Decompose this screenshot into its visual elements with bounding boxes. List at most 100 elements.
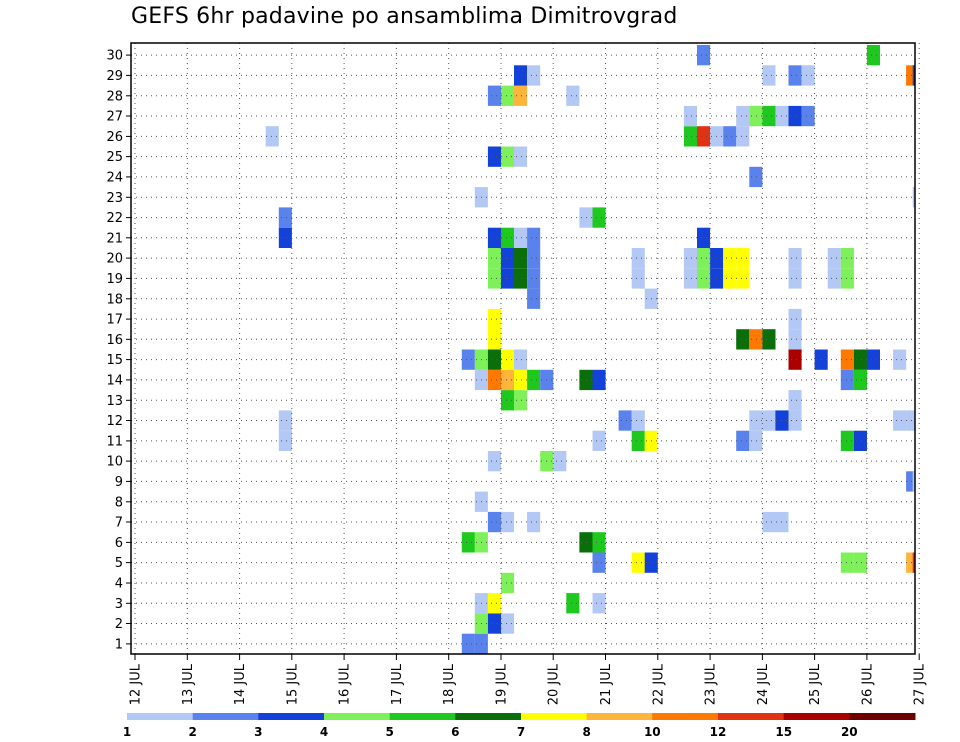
legend-label: 6 <box>451 725 459 739</box>
y-tick-label: 25 <box>106 150 123 165</box>
heatmap-cell <box>514 65 528 86</box>
heatmap-cell <box>840 268 854 289</box>
heatmap-cell <box>631 410 645 431</box>
heatmap-cell <box>501 349 515 370</box>
heatmap-cell <box>788 268 802 289</box>
y-tick-label: 20 <box>106 252 123 267</box>
legend-label: 3 <box>254 725 262 739</box>
heatmap-cell <box>461 633 475 654</box>
legend-swatch <box>849 713 916 720</box>
heatmap-cell <box>906 410 915 431</box>
heatmap-cells <box>265 45 915 654</box>
legend-swatch <box>586 713 653 720</box>
heatmap-cell <box>762 65 776 86</box>
x-tick-label: 16 JUL <box>338 663 353 705</box>
heatmap-cell <box>736 248 750 269</box>
x-tick-label: 25 JUL <box>808 663 823 705</box>
heatmap-cell <box>527 511 541 533</box>
heatmap-cell <box>487 613 501 634</box>
heatmap-cell <box>853 369 867 391</box>
x-axis-labels: 12 JUL 13 JUL 14 JUL 15 JUL 16 JUL 17 JUL 18 J… <box>129 663 928 705</box>
heatmap-cell <box>487 369 501 391</box>
legend-label: 15 <box>775 725 792 739</box>
heatmap-cell <box>592 532 606 553</box>
heatmap-cell <box>788 329 802 350</box>
heatmap-cell <box>788 390 802 411</box>
heatmap-cell <box>579 532 593 553</box>
legend-label: 4 <box>320 725 328 739</box>
heatmap-cell <box>487 349 501 370</box>
y-tick-label: 21 <box>106 231 123 246</box>
heatmap-cell <box>631 552 645 573</box>
heatmap-cell <box>487 146 501 167</box>
legend-label: 12 <box>710 725 727 739</box>
y-tick-label: 13 <box>106 394 123 409</box>
heatmap-cell <box>749 105 763 127</box>
heatmap-cell <box>801 65 815 86</box>
legend-label: 2 <box>189 725 197 739</box>
legend-swatch <box>127 713 194 720</box>
y-tick-label: 18 <box>106 292 123 307</box>
heatmap-cell <box>801 105 815 127</box>
heatmap-cell <box>527 288 541 309</box>
legend-swatch <box>455 713 522 720</box>
legend-swatch <box>192 713 259 720</box>
heatmap-cell <box>487 248 501 269</box>
y-tick-label: 11 <box>106 434 123 449</box>
y-tick-label: 22 <box>106 211 123 226</box>
heatmap-cell <box>723 248 737 269</box>
x-tick-label: 15 JUL <box>285 663 300 705</box>
heatmap-cell <box>840 369 854 391</box>
heatmap-cell <box>514 227 528 248</box>
legend-label: 20 <box>841 725 858 739</box>
heatmap-cell <box>683 248 697 269</box>
heatmap-cell <box>514 248 528 269</box>
heatmap-cell <box>592 369 606 391</box>
x-tick-label: 14 JUL <box>233 663 248 705</box>
heatmap-cell <box>527 369 541 391</box>
heatmap-cell <box>749 410 763 431</box>
heatmap-cell <box>697 227 711 248</box>
x-tick-label: 13 JUL <box>181 663 196 705</box>
heatmap-cell <box>278 430 292 451</box>
heatmap-cell <box>788 65 802 86</box>
heatmap-cell <box>827 248 841 269</box>
heatmap-cell <box>278 207 292 228</box>
legend-label: 8 <box>583 725 591 739</box>
heatmap-cell <box>683 105 697 127</box>
heatmap-cell <box>265 126 279 147</box>
heatmap-cell <box>866 45 880 66</box>
heatmap-cell <box>501 572 515 594</box>
heatmap-cell <box>906 65 915 86</box>
y-tick-label: 16 <box>106 333 123 348</box>
heatmap-cell <box>487 227 501 248</box>
heatmap-cell <box>683 126 697 147</box>
y-tick-label: 14 <box>106 373 123 388</box>
y-tick-label: 9 <box>115 475 123 490</box>
heatmap-cell <box>697 126 711 147</box>
heatmap-cell <box>893 349 907 370</box>
color-legend: 1 2 3 4 5 6 7 8 10 12 15 20 <box>123 713 916 739</box>
x-tick-label: 19 JUL <box>495 663 510 705</box>
x-tick-label: 24 JUL <box>756 663 771 705</box>
legend-label: 5 <box>386 725 394 739</box>
heatmap-cell <box>501 511 515 533</box>
heatmap-cell <box>723 268 737 289</box>
y-axis-labels: 1234567891011121314151617181920212223242… <box>106 49 123 653</box>
heatmap-cell <box>631 248 645 269</box>
heatmap-cell <box>527 65 541 86</box>
heatmap-cell <box>592 552 606 573</box>
chart-title: GEFS 6hr padavine po ansamblima Dimitrov… <box>131 4 678 29</box>
heatmap-cell <box>592 430 606 451</box>
heatmap-cell <box>579 369 593 391</box>
heatmap-cell <box>788 308 802 330</box>
legend-swatch <box>258 713 325 720</box>
heatmap-cell <box>487 511 501 533</box>
x-tick-label: 22 JUL <box>651 663 666 705</box>
heatmap-cell <box>736 268 750 289</box>
heatmap-cell <box>618 410 632 431</box>
heatmap-cell <box>487 308 501 330</box>
heatmap-cell <box>487 451 501 472</box>
legend-swatch <box>324 713 391 720</box>
heatmap-cell <box>788 349 802 370</box>
